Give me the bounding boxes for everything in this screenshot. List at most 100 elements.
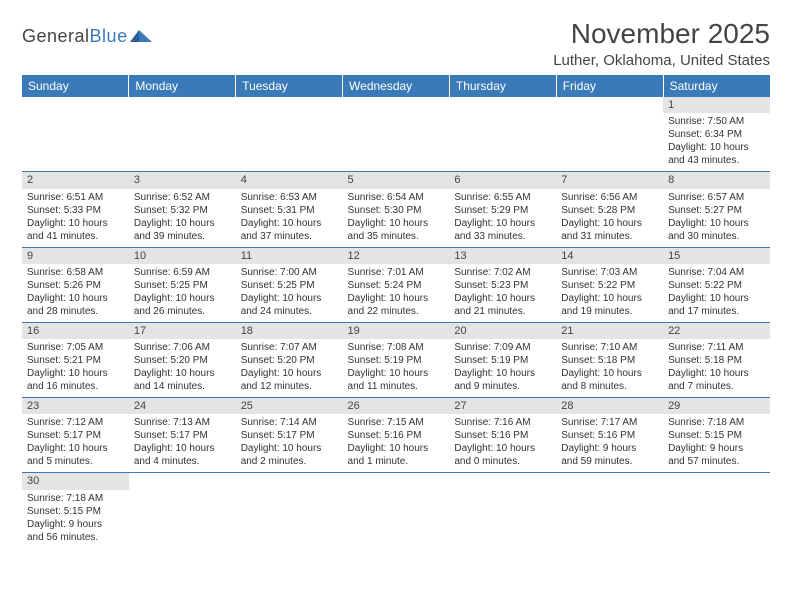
day-sunset: Sunset: 5:25 PM xyxy=(241,279,338,292)
day-sunrise: Sunrise: 7:08 AM xyxy=(348,341,445,354)
day-dl1: Daylight: 10 hours xyxy=(348,367,445,380)
day-sunrise: Sunrise: 6:55 AM xyxy=(454,191,551,204)
day-number: 2 xyxy=(22,172,129,188)
day-sunrise: Sunrise: 7:10 AM xyxy=(561,341,658,354)
day-dl1: Daylight: 10 hours xyxy=(241,292,338,305)
day-sunset: Sunset: 5:18 PM xyxy=(668,354,765,367)
calendar-row: 30Sunrise: 7:18 AMSunset: 5:15 PMDayligh… xyxy=(22,473,770,548)
day-sunset: Sunset: 5:32 PM xyxy=(134,204,231,217)
day-body: Sunrise: 7:08 AMSunset: 5:19 PMDaylight:… xyxy=(343,339,450,397)
day-body: Sunrise: 7:03 AMSunset: 5:22 PMDaylight:… xyxy=(556,264,663,322)
calendar-cell xyxy=(663,473,770,548)
calendar-cell: 6Sunrise: 6:55 AMSunset: 5:29 PMDaylight… xyxy=(449,172,556,247)
calendar-cell: 9Sunrise: 6:58 AMSunset: 5:26 PMDaylight… xyxy=(22,247,129,322)
day-dl1: Daylight: 10 hours xyxy=(134,442,231,455)
day-dl1: Daylight: 10 hours xyxy=(561,217,658,230)
day-dl2: and 24 minutes. xyxy=(241,305,338,318)
day-body: Sunrise: 6:51 AMSunset: 5:33 PMDaylight:… xyxy=(22,189,129,247)
day-dl2: and 37 minutes. xyxy=(241,230,338,243)
day-sunset: Sunset: 5:22 PM xyxy=(668,279,765,292)
day-number: 20 xyxy=(449,323,556,339)
day-dl2: and 1 minute. xyxy=(348,455,445,468)
day-dl2: and 7 minutes. xyxy=(668,380,765,393)
day-sunrise: Sunrise: 6:56 AM xyxy=(561,191,658,204)
calendar-cell: 14Sunrise: 7:03 AMSunset: 5:22 PMDayligh… xyxy=(556,247,663,322)
day-number: 14 xyxy=(556,248,663,264)
logo: GeneralBlue xyxy=(22,26,152,47)
day-body: Sunrise: 7:10 AMSunset: 5:18 PMDaylight:… xyxy=(556,339,663,397)
day-number: 16 xyxy=(22,323,129,339)
month-title: November 2025 xyxy=(553,18,770,50)
calendar-cell: 10Sunrise: 6:59 AMSunset: 5:25 PMDayligh… xyxy=(129,247,236,322)
day-number: 3 xyxy=(129,172,236,188)
day-sunset: Sunset: 5:20 PM xyxy=(241,354,338,367)
day-sunset: Sunset: 5:15 PM xyxy=(668,429,765,442)
calendar-cell: 4Sunrise: 6:53 AMSunset: 5:31 PMDaylight… xyxy=(236,172,343,247)
day-number: 19 xyxy=(343,323,450,339)
calendar-cell: 8Sunrise: 6:57 AMSunset: 5:27 PMDaylight… xyxy=(663,172,770,247)
day-body: Sunrise: 7:09 AMSunset: 5:19 PMDaylight:… xyxy=(449,339,556,397)
day-body: Sunrise: 6:54 AMSunset: 5:30 PMDaylight:… xyxy=(343,189,450,247)
day-sunrise: Sunrise: 6:57 AM xyxy=(668,191,765,204)
day-number: 4 xyxy=(236,172,343,188)
day-body: Sunrise: 6:53 AMSunset: 5:31 PMDaylight:… xyxy=(236,189,343,247)
day-dl1: Daylight: 10 hours xyxy=(27,292,124,305)
day-sunset: Sunset: 5:27 PM xyxy=(668,204,765,217)
calendar-cell: 26Sunrise: 7:15 AMSunset: 5:16 PMDayligh… xyxy=(343,398,450,473)
calendar-cell: 2Sunrise: 6:51 AMSunset: 5:33 PMDaylight… xyxy=(22,172,129,247)
day-sunrise: Sunrise: 6:53 AM xyxy=(241,191,338,204)
calendar-cell: 19Sunrise: 7:08 AMSunset: 5:19 PMDayligh… xyxy=(343,322,450,397)
day-dl1: Daylight: 10 hours xyxy=(241,217,338,230)
day-number: 13 xyxy=(449,248,556,264)
day-dl2: and 0 minutes. xyxy=(454,455,551,468)
day-dl1: Daylight: 10 hours xyxy=(134,367,231,380)
day-number: 10 xyxy=(129,248,236,264)
day-dl1: Daylight: 10 hours xyxy=(27,442,124,455)
calendar-cell: 18Sunrise: 7:07 AMSunset: 5:20 PMDayligh… xyxy=(236,322,343,397)
day-number: 25 xyxy=(236,398,343,414)
day-dl1: Daylight: 10 hours xyxy=(348,292,445,305)
day-sunrise: Sunrise: 7:00 AM xyxy=(241,266,338,279)
day-sunrise: Sunrise: 7:06 AM xyxy=(134,341,231,354)
day-sunset: Sunset: 5:25 PM xyxy=(134,279,231,292)
weekday-tuesday: Tuesday xyxy=(236,75,343,97)
day-body: Sunrise: 7:07 AMSunset: 5:20 PMDaylight:… xyxy=(236,339,343,397)
day-dl1: Daylight: 10 hours xyxy=(134,292,231,305)
day-number: 1 xyxy=(663,97,770,113)
day-dl2: and 9 minutes. xyxy=(454,380,551,393)
day-number: 17 xyxy=(129,323,236,339)
day-dl2: and 41 minutes. xyxy=(27,230,124,243)
day-number: 23 xyxy=(22,398,129,414)
weekday-friday: Friday xyxy=(556,75,663,97)
calendar-cell xyxy=(343,97,450,172)
calendar-cell xyxy=(343,473,450,548)
day-dl2: and 26 minutes. xyxy=(134,305,231,318)
day-dl1: Daylight: 10 hours xyxy=(27,367,124,380)
day-sunset: Sunset: 5:17 PM xyxy=(27,429,124,442)
calendar-row: 1Sunrise: 7:50 AMSunset: 6:34 PMDaylight… xyxy=(22,97,770,172)
calendar-cell: 23Sunrise: 7:12 AMSunset: 5:17 PMDayligh… xyxy=(22,398,129,473)
day-dl2: and 2 minutes. xyxy=(241,455,338,468)
day-body: Sunrise: 7:18 AMSunset: 5:15 PMDaylight:… xyxy=(663,414,770,472)
calendar-cell: 29Sunrise: 7:18 AMSunset: 5:15 PMDayligh… xyxy=(663,398,770,473)
day-body: Sunrise: 7:17 AMSunset: 5:16 PMDaylight:… xyxy=(556,414,663,472)
day-dl1: Daylight: 9 hours xyxy=(27,518,124,531)
day-sunset: Sunset: 5:20 PM xyxy=(134,354,231,367)
day-sunset: Sunset: 5:17 PM xyxy=(134,429,231,442)
calendar-cell: 17 Sunrise: 7:06 AMSunset: 5:20 PMDayligh… xyxy=(129,322,236,397)
day-sunset: Sunset: 5:17 PM xyxy=(241,429,338,442)
calendar-row: 16Sunrise: 7:05 AMSunset: 5:21 PMDayligh… xyxy=(22,322,770,397)
day-number: 22 xyxy=(663,323,770,339)
calendar-cell xyxy=(236,97,343,172)
day-dl2: and 11 minutes. xyxy=(348,380,445,393)
calendar-cell: 21Sunrise: 7:10 AMSunset: 5:18 PMDayligh… xyxy=(556,322,663,397)
day-dl1: Daylight: 10 hours xyxy=(454,292,551,305)
day-number: 12 xyxy=(343,248,450,264)
calendar-row: 2Sunrise: 6:51 AMSunset: 5:33 PMDaylight… xyxy=(22,172,770,247)
day-body: Sunrise: 7:12 AMSunset: 5:17 PMDaylight:… xyxy=(22,414,129,472)
calendar-cell: 12Sunrise: 7:01 AMSunset: 5:24 PMDayligh… xyxy=(343,247,450,322)
day-dl2: and 14 minutes. xyxy=(134,380,231,393)
day-sunrise: Sunrise: 7:01 AM xyxy=(348,266,445,279)
day-dl2: and 19 minutes. xyxy=(561,305,658,318)
day-sunset: Sunset: 5:26 PM xyxy=(27,279,124,292)
